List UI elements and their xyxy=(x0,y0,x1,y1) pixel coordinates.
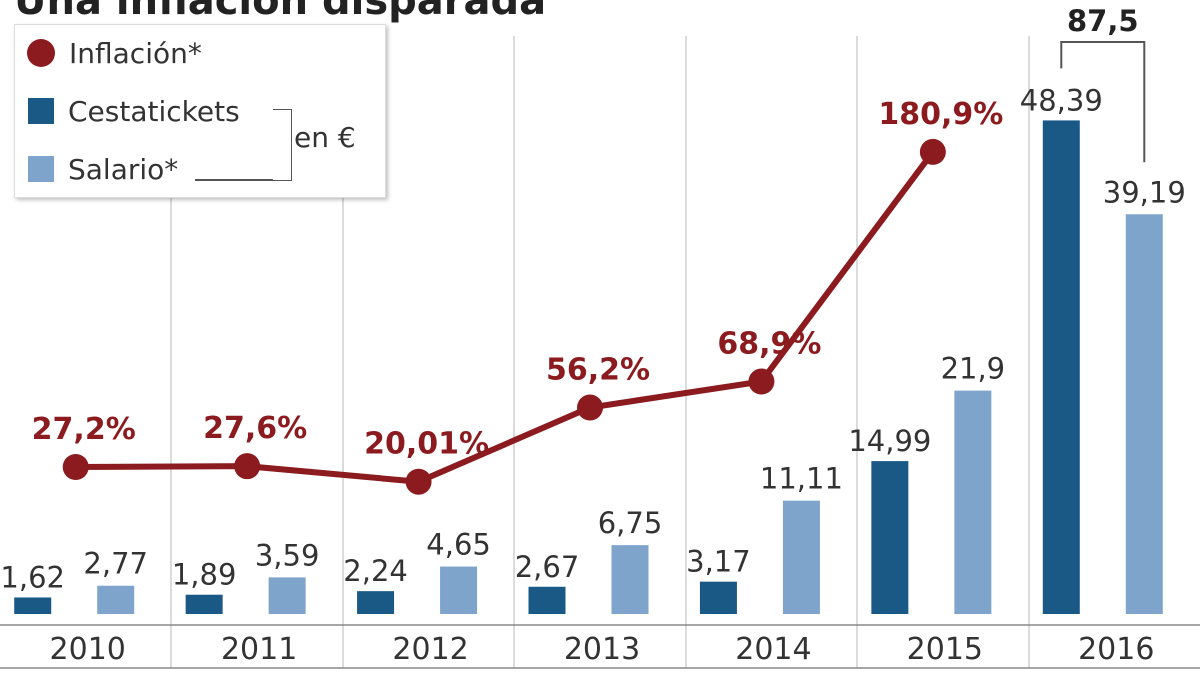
inflation-point xyxy=(919,138,946,165)
data-label-inflation: 56,2% xyxy=(546,353,650,388)
legend-label-inflation: Inflación* xyxy=(69,36,202,70)
bar-cestatickets xyxy=(528,586,566,614)
chart-title: Una inflación disparada xyxy=(14,0,547,24)
cestatickets-swatch-icon xyxy=(28,98,54,124)
data-label-inflation: 180,9% xyxy=(878,97,1003,132)
bar-cestatickets xyxy=(1042,120,1080,614)
data-label-salario: 6,75 xyxy=(598,506,663,540)
data-labels: 1,62 2,77 1,89 3,59 2,24 4,65 2,67 6,75 3,17 11,1… xyxy=(0,4,1185,594)
bar-salario xyxy=(954,390,992,614)
x-tick-label: 2015 xyxy=(907,632,983,667)
data-label-inflation: 27,2% xyxy=(32,412,136,447)
data-label-cestatickets: 2,24 xyxy=(343,554,408,588)
data-label-salario: 2,77 xyxy=(83,547,148,581)
data-label-inflation: 68,9% xyxy=(717,327,821,362)
data-label-cestatickets: 14,99 xyxy=(848,424,931,458)
data-label-cestatickets: 2,67 xyxy=(515,550,580,584)
bar-cestatickets xyxy=(14,597,52,614)
bar-salario xyxy=(268,577,306,614)
inflation-marker-icon xyxy=(27,39,55,67)
data-label-salario: 39,19 xyxy=(1103,175,1186,209)
annotation-label: 87,5 xyxy=(1067,4,1139,38)
data-label-inflation: 20,01% xyxy=(364,427,489,462)
data-label-cestatickets: 48,39 xyxy=(1020,83,1103,117)
data-label-salario: 4,65 xyxy=(426,528,491,562)
bar-cestatickets xyxy=(699,581,737,614)
inflation-point xyxy=(748,368,775,395)
x-axis: 2010 2011 2012 2013 2014 2015 2016 xyxy=(0,624,1200,669)
data-label-salario: 3,59 xyxy=(255,538,320,572)
unit-bracket xyxy=(273,109,292,181)
legend: Inflación* Cestatickets Salario* xyxy=(14,24,386,198)
bar-cestatickets xyxy=(185,594,223,614)
legend-label-cestatickets: Cestatickets xyxy=(68,94,240,128)
x-tick-label: 2012 xyxy=(392,632,468,667)
x-tick-label: 2011 xyxy=(221,632,297,667)
bar-cestatickets xyxy=(357,591,395,614)
bar-salario xyxy=(97,585,135,614)
data-label-salario: 21,9 xyxy=(941,352,1006,386)
data-label-inflation: 27,6% xyxy=(203,411,307,446)
x-tick-label: 2014 xyxy=(735,632,811,667)
bar-cestatickets xyxy=(871,461,909,614)
legend-item-inflation: Inflación* xyxy=(27,35,202,71)
data-label-cestatickets: 1,89 xyxy=(172,558,237,592)
data-label-salario: 11,11 xyxy=(760,462,843,496)
data-label-cestatickets: 3,17 xyxy=(686,545,751,579)
inflation-point xyxy=(577,394,603,421)
data-label-cestatickets: 1,62 xyxy=(0,560,65,594)
legend-item-cestatickets: Cestatickets xyxy=(27,93,240,129)
legend-unit: en € xyxy=(294,121,356,154)
salario-swatch-icon xyxy=(28,156,54,182)
x-tick-label: 2016 xyxy=(1078,632,1154,667)
x-tick-label: 2010 xyxy=(50,632,126,667)
bars xyxy=(14,120,1163,614)
inflation-line xyxy=(62,138,946,495)
inflation-point xyxy=(62,454,89,480)
annotation-bracket xyxy=(1060,41,1146,163)
bar-salario xyxy=(440,566,478,614)
bar-salario xyxy=(1125,214,1163,614)
inflation-point xyxy=(405,468,432,495)
inflation-series-line xyxy=(75,150,936,485)
legend-item-salario: Salario* xyxy=(27,151,178,187)
x-tick-label: 2013 xyxy=(564,632,640,667)
unit-bracket-bottom xyxy=(195,179,273,181)
inflation-point xyxy=(234,453,261,480)
bar-salario xyxy=(611,545,649,614)
bar-salario xyxy=(782,500,820,614)
legend-label-salario: Salario* xyxy=(68,152,179,186)
